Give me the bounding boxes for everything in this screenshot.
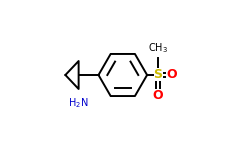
Text: S: S — [154, 69, 162, 81]
Text: O: O — [153, 89, 164, 102]
Text: O: O — [166, 69, 177, 81]
Text: CH$_3$: CH$_3$ — [148, 41, 168, 55]
Text: H$_2$N: H$_2$N — [68, 96, 89, 110]
